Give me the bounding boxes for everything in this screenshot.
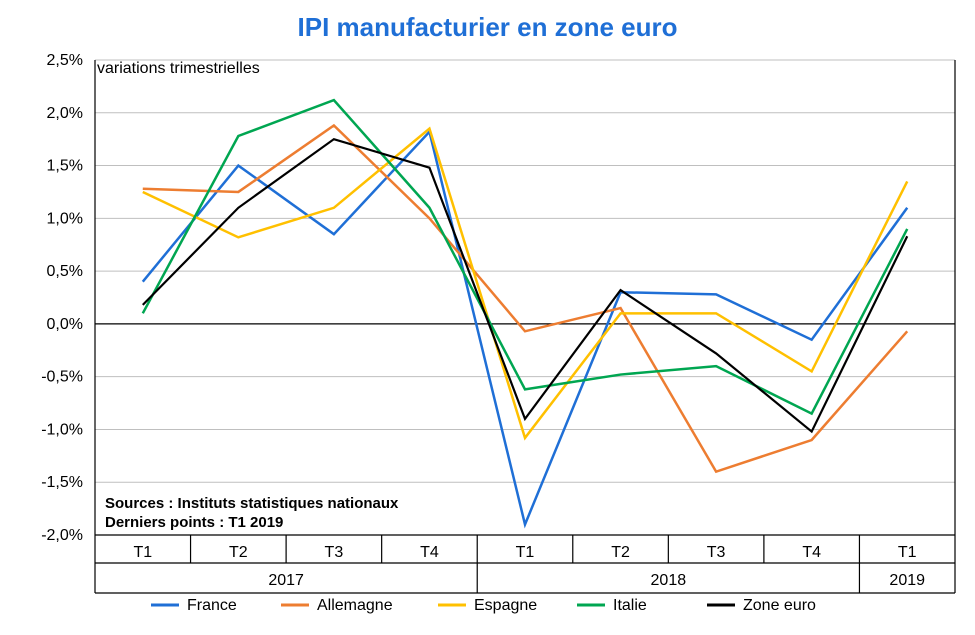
svg-text:2018: 2018 (651, 572, 687, 589)
chart-title: IPI manufacturier en zone euro (0, 12, 975, 43)
svg-text:1,0%: 1,0% (47, 210, 83, 227)
svg-text:T1: T1 (898, 544, 917, 561)
svg-text:T2: T2 (229, 544, 248, 561)
svg-text:2,5%: 2,5% (47, 52, 83, 69)
svg-text:T3: T3 (707, 544, 726, 561)
svg-text:T3: T3 (325, 544, 344, 561)
svg-text:-1,0%: -1,0% (41, 421, 83, 438)
svg-text:Allemagne: Allemagne (317, 597, 393, 614)
svg-text:Zone euro: Zone euro (743, 597, 816, 614)
chart-plot: -2,0% -1,5% -1,0% -0,5% 0,0% 0,5% 1,0% 1,5% 2,0%… (0, 0, 975, 635)
svg-text:2017: 2017 (268, 572, 304, 589)
svg-text:T2: T2 (611, 544, 630, 561)
svg-text:France: France (187, 597, 237, 614)
svg-text:-0,5%: -0,5% (41, 369, 83, 386)
svg-text:0,0%: 0,0% (47, 316, 83, 333)
svg-text:Espagne: Espagne (474, 597, 537, 614)
chart-container: IPI manufacturier en zone euro variation… (0, 0, 975, 635)
svg-text:Italie: Italie (613, 597, 647, 614)
svg-text:T4: T4 (802, 544, 821, 561)
sources-line-2: Derniers points : T1 2019 (105, 514, 398, 533)
svg-text:-2,0%: -2,0% (41, 527, 83, 544)
chart-subtitle: variations trimestrielles (97, 60, 260, 78)
sources-line-1: Sources : Instituts statistiques nationa… (105, 495, 398, 514)
svg-text:1,5%: 1,5% (47, 158, 83, 175)
svg-text:T1: T1 (133, 544, 152, 561)
svg-text:T1: T1 (516, 544, 535, 561)
svg-text:2019: 2019 (889, 572, 925, 589)
svg-text:-1,5%: -1,5% (41, 474, 83, 491)
svg-text:T4: T4 (420, 544, 439, 561)
svg-text:0,5%: 0,5% (47, 263, 83, 280)
sources-box: Sources : Instituts statistiques nationa… (105, 495, 398, 533)
svg-text:2,0%: 2,0% (47, 105, 83, 122)
